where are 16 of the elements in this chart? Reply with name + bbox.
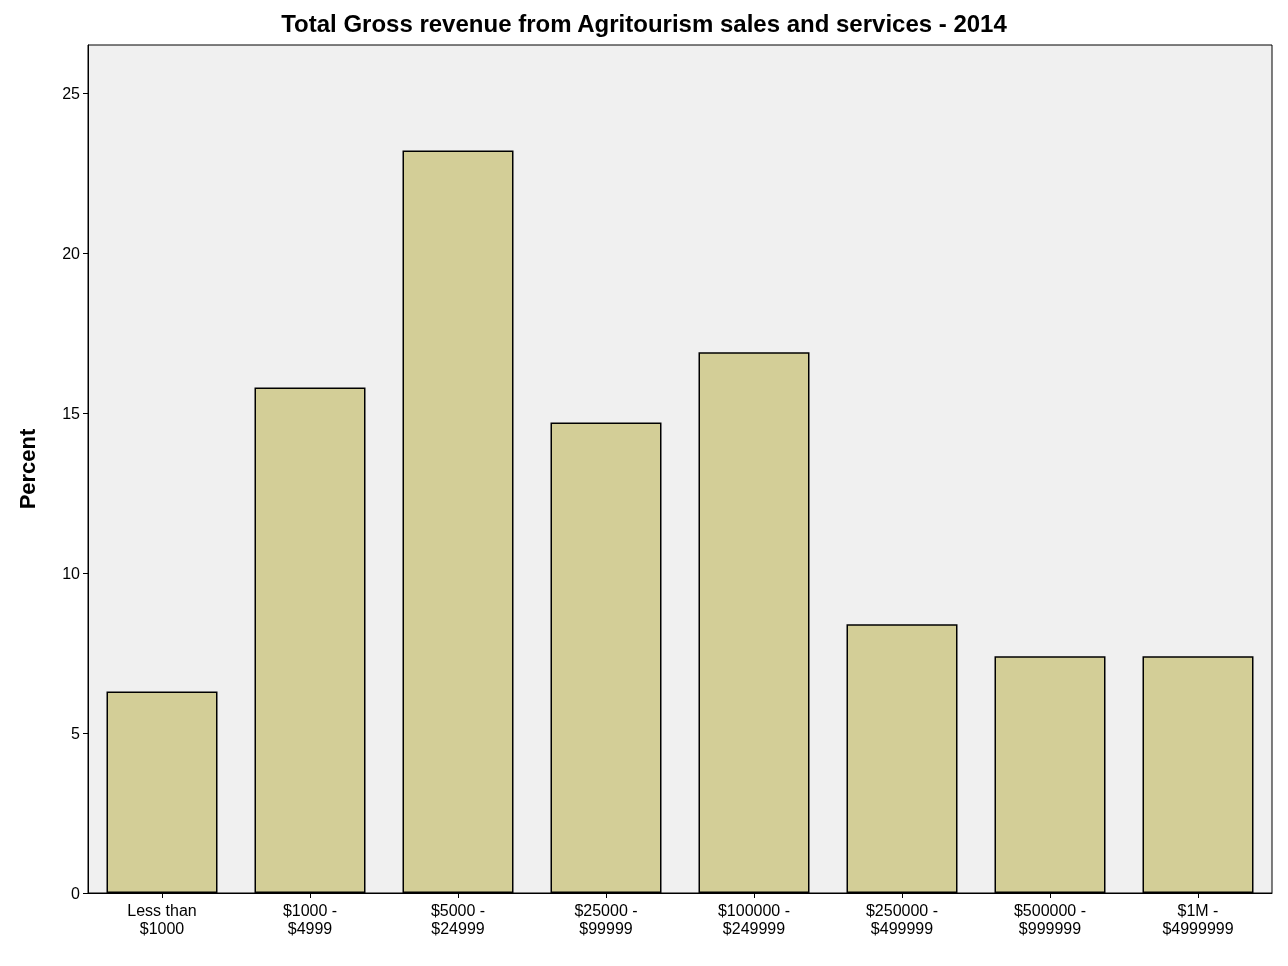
y-tick-label: 0 bbox=[71, 884, 81, 902]
chart-title: Total Gross revenue from Agritourism sales and services - 2014 bbox=[281, 9, 1008, 37]
x-tick-label: $250000 - $499999 bbox=[865, 901, 939, 937]
y-tick-label: 25 bbox=[62, 84, 81, 102]
x-tick-label: $1000 - $4999 bbox=[282, 901, 338, 937]
y-tick-label: 5 bbox=[71, 724, 81, 742]
x-tick-label: $5000 - $24999 bbox=[430, 901, 486, 937]
x-tick-label: $500000 - $999999 bbox=[1013, 901, 1087, 937]
y-axis-title: Percent bbox=[14, 427, 40, 510]
x-tick-label: $1M - $4999999 bbox=[1162, 901, 1234, 937]
x-tick-label: $25000 - $99999 bbox=[574, 901, 638, 937]
y-tick-label: 20 bbox=[62, 244, 81, 262]
x-tick-label: Less than $1000 bbox=[127, 901, 197, 937]
y-tick-label: 15 bbox=[62, 404, 81, 422]
x-tick-label: $100000 - $249999 bbox=[717, 901, 791, 937]
y-tick-label: 10 bbox=[62, 564, 81, 582]
